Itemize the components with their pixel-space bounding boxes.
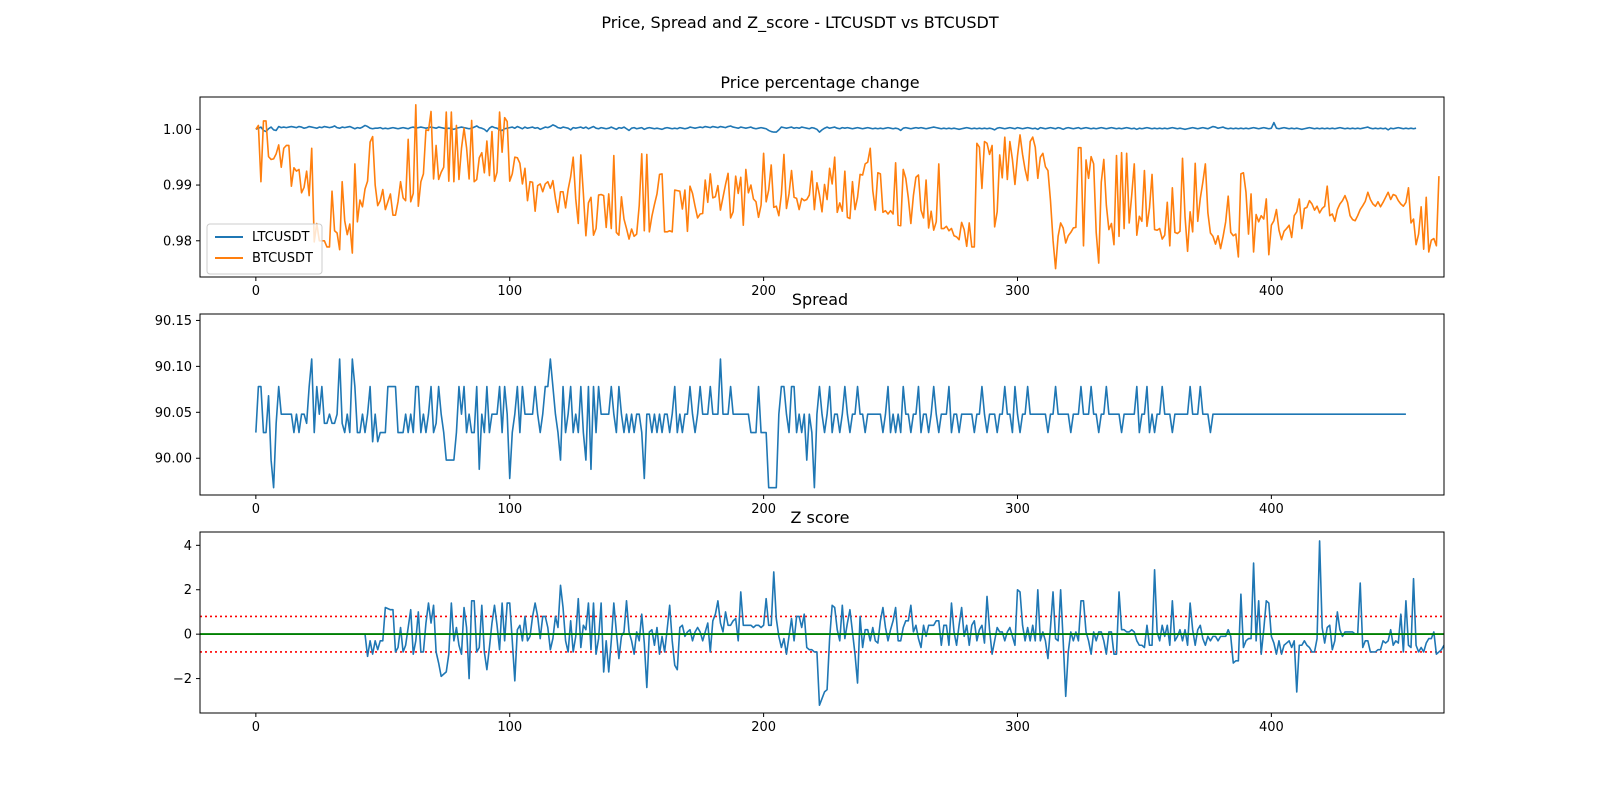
panel-price-xtick-label-300: 300 — [1005, 284, 1030, 299]
panel-spread-xtick-label-100: 100 — [497, 502, 522, 517]
panel-spread-xtick-label-400: 400 — [1259, 502, 1284, 517]
panel-zscore-plot — [200, 540, 1444, 707]
panel-spread-xticks: 0 100 200 300 400 — [252, 495, 1284, 517]
panel-price: Price percentage change 0 100 200 300 400 0.… — [163, 73, 1445, 299]
panel-spread-frame — [199, 313, 1445, 496]
panel-spread: Spread 0 100 200 300 400 90.00 90.05 90.10 90.1… — [155, 290, 1445, 517]
panel-zscore-yticks: −2 0 2 4 — [173, 539, 200, 687]
panel-price-xticks: 0 100 200 300 400 — [252, 277, 1284, 299]
panel-spread-yticks: 90.00 90.05 90.10 90.15 — [155, 314, 200, 467]
panel-zscore-series-0 — [255, 540, 1444, 707]
panel-price-series-ltcusdt — [255, 121, 1417, 133]
legend-label-ltcusdt: LTCUSDT — [252, 230, 309, 245]
panel-zscore-frame — [199, 531, 1445, 714]
panel-price-ytick-label-2: 1.00 — [163, 123, 192, 138]
panel-zscore-ytick-label-0: −2 — [173, 672, 192, 687]
panel-spread-xtick-label-0: 0 — [252, 502, 260, 517]
panel-spread-ytick-label-3: 90.15 — [155, 314, 192, 329]
panel-price-xtick-label-0: 0 — [252, 284, 260, 299]
panel-spread-xtick-label-200: 200 — [751, 502, 776, 517]
panel-spread-xtick-label-300: 300 — [1005, 502, 1030, 517]
panel-zscore-ytick-label-3: 4 — [184, 539, 192, 554]
panel-zscore-xtick-label-0: 0 — [252, 720, 260, 735]
panel-price-plot — [255, 104, 1440, 270]
panel-price-ytick-label-1: 0.99 — [163, 179, 192, 194]
panel-spread-ytick-label-2: 90.10 — [155, 360, 192, 375]
panel-spread-ytick-label-1: 90.05 — [155, 406, 192, 421]
panel-zscore-xtick-label-300: 300 — [1005, 720, 1030, 735]
panel-price-yticks: 0.98 0.99 1.00 — [163, 123, 200, 249]
panel-price-xtick-label-400: 400 — [1259, 284, 1284, 299]
panel-price-frame — [199, 96, 1445, 278]
panel-spread-series-0 — [255, 358, 1406, 489]
panel-spread-plot — [255, 358, 1406, 489]
panel-zscore: Z score 0 100 200 300 400 −2 0 2 4 — [173, 508, 1445, 735]
panel-zscore-xtick-label-200: 200 — [751, 720, 776, 735]
figure-title: Price, Spread and Z_score - LTCUSDT vs B… — [601, 13, 999, 33]
panel-spread-ytick-label-0: 90.00 — [155, 452, 192, 467]
panel-zscore-ytick-label-2: 2 — [184, 583, 192, 598]
panel-price-title: Price percentage change — [720, 73, 919, 92]
panel-zscore-xtick-label-400: 400 — [1259, 720, 1284, 735]
panel-price-xtick-label-200: 200 — [751, 284, 776, 299]
panel-price-ytick-label-0: 0.98 — [163, 234, 192, 249]
panel-zscore-ytick-label-1: 0 — [184, 628, 192, 643]
panel-price-xtick-label-100: 100 — [497, 284, 522, 299]
panel-zscore-xtick-label-100: 100 — [497, 720, 522, 735]
panel-zscore-title: Z score — [790, 508, 849, 527]
legend: LTCUSDT BTCUSDT — [206, 223, 323, 275]
panel-price-series-btcusdt — [255, 104, 1440, 270]
panel-spread-title: Spread — [792, 290, 848, 309]
legend-label-btcusdt: BTCUSDT — [252, 251, 313, 266]
panel-zscore-xticks: 0 100 200 300 400 — [252, 713, 1284, 735]
